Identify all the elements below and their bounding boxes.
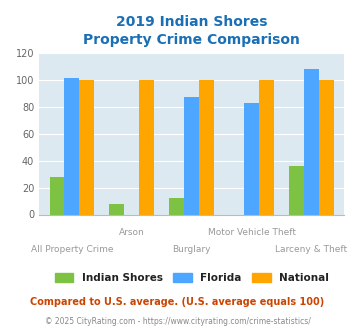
Text: Arson: Arson (119, 228, 145, 237)
Bar (109, 204, 124, 214)
Legend: Indian Shores, Florida, National: Indian Shores, Florida, National (50, 268, 333, 287)
Bar (50, 177, 65, 215)
Text: All Property Crime: All Property Crime (31, 245, 113, 254)
Bar (80, 80, 94, 214)
Bar (319, 80, 334, 214)
Title: 2019 Indian Shores
Property Crime Comparison: 2019 Indian Shores Property Crime Compar… (83, 15, 300, 48)
Bar (244, 103, 259, 214)
Text: © 2025 CityRating.com - https://www.cityrating.com/crime-statistics/: © 2025 CityRating.com - https://www.city… (45, 317, 310, 326)
Bar (259, 80, 274, 214)
Bar (65, 79, 80, 214)
Bar (139, 80, 154, 214)
Text: Compared to U.S. average. (U.S. average equals 100): Compared to U.S. average. (U.S. average … (31, 297, 324, 307)
Bar (199, 80, 214, 214)
Bar (169, 198, 184, 214)
Bar (304, 69, 319, 215)
Text: Burglary: Burglary (173, 245, 211, 254)
Text: Motor Vehicle Theft: Motor Vehicle Theft (208, 228, 296, 237)
Text: Larceny & Theft: Larceny & Theft (275, 245, 348, 254)
Bar (289, 166, 304, 214)
Bar (184, 97, 199, 214)
